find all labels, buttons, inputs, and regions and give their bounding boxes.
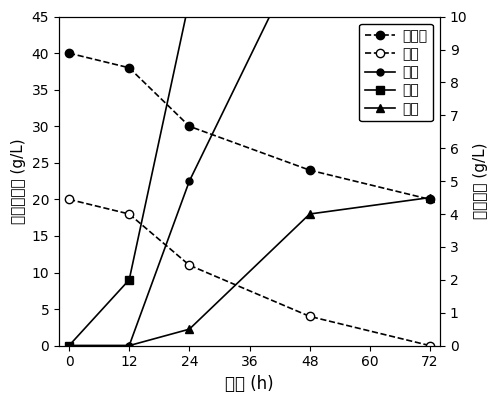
乙醇 [427,195,433,200]
Y-axis label: 还原糖浓度 (g/L): 还原糖浓度 (g/L) [11,138,26,224]
丙酮 [66,343,72,348]
Line: 木糖: 木糖 [65,195,434,350]
X-axis label: 时间 (h): 时间 (h) [225,375,274,393]
木糖 [126,212,132,217]
Y-axis label: 产物浓度 (g/L): 产物浓度 (g/L) [473,143,488,219]
Line: 丙酮: 丙酮 [65,0,434,349]
木糖 [427,343,433,348]
木糖 [66,197,72,202]
葡萄糖 [66,51,72,56]
丙酮 [186,179,192,183]
葡萄糖 [307,168,313,173]
木糖 [186,263,192,267]
葡萄糖 [186,124,192,129]
Line: 乙醇: 乙醇 [65,194,434,350]
葡萄糖 [126,65,132,70]
Line: 葡萄糖: 葡萄糖 [65,49,434,204]
Legend: 葡萄糖, 木糖, 丙酮, 丁醇, 乙醇: 葡萄糖, 木糖, 丙酮, 丁醇, 乙醇 [359,23,433,121]
木糖 [307,314,313,319]
Line: 丁醇: 丁醇 [65,0,434,350]
葡萄糖 [427,197,433,202]
乙醇 [307,212,313,217]
乙醇 [186,327,192,332]
丁醇 [126,278,132,282]
丁醇 [186,0,192,2]
乙醇 [66,343,72,348]
丙酮 [126,343,132,348]
乙醇 [126,343,132,348]
丁醇 [66,343,72,348]
